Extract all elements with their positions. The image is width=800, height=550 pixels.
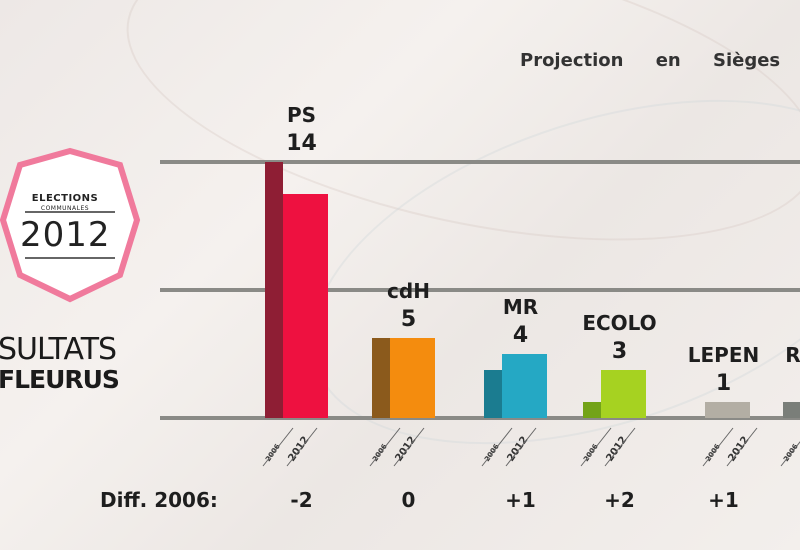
party-label: cdH — [387, 279, 430, 303]
resultats-heading: ÉSULTATS — [0, 332, 117, 367]
diff-value: +1 — [708, 488, 739, 512]
seat-value-label: 1 — [716, 371, 731, 396]
badge-line2: COMMUNALES — [40, 205, 90, 212]
diff-value: +1 — [505, 488, 536, 512]
party-label: RO — [785, 343, 800, 367]
year-tick-label: 2012 — [726, 435, 751, 464]
year-tick-label: 2012 — [393, 435, 418, 464]
year-tick-line — [286, 427, 318, 467]
year-tick-line — [481, 427, 513, 467]
bar-2012 — [283, 194, 328, 418]
year-tick-label: 2012 — [286, 435, 311, 464]
seat-value-label: 4 — [513, 323, 528, 348]
year-tick-label: 2012 — [604, 435, 629, 464]
bar-2006 — [265, 162, 283, 418]
year-tick-line — [780, 441, 800, 467]
year-tick-label: 2012 — [505, 435, 530, 464]
diff-value: +2 — [604, 488, 635, 512]
diff-value: 0 — [401, 488, 416, 512]
badge-line1: ELECTIONS — [31, 193, 99, 204]
year-tick-line — [702, 427, 734, 467]
party-label: MR — [503, 295, 538, 319]
diff-label: Diff. 2006: — [100, 488, 218, 512]
badge-year: 2012 — [20, 215, 111, 255]
year-tick-line — [262, 427, 294, 467]
seat-value-label: 5 — [401, 307, 416, 332]
bar-2012 — [390, 338, 435, 418]
seat-value-label: 3 — [612, 339, 627, 364]
elections-badge: ELECTIONS COMMUNALES 2012 — [0, 145, 145, 305]
seat-value-label: 14 — [286, 131, 317, 156]
chart-title: Projection en Sièges — [520, 50, 781, 71]
bar-2012 — [783, 402, 800, 418]
bar-2006 — [583, 402, 601, 418]
bar-2006 — [484, 370, 502, 418]
year-tick-line — [393, 427, 425, 467]
year-tick-line — [580, 427, 612, 467]
bar-2006 — [372, 338, 390, 418]
bar-2012 — [601, 370, 646, 418]
year-tick-line — [726, 427, 758, 467]
diff-value: -2 — [290, 488, 313, 512]
year-tick-line — [604, 427, 636, 467]
year-tick-line — [505, 427, 537, 467]
bar-2012 — [502, 354, 547, 418]
party-label: LEPEN — [688, 343, 759, 367]
commune-name: FLEURUS — [0, 365, 120, 394]
party-label: PS — [287, 103, 316, 127]
year-tick-line — [369, 427, 401, 467]
badge-ring — [0, 147, 141, 303]
bar-2012 — [705, 402, 750, 418]
party-label: ECOLO — [582, 311, 656, 335]
